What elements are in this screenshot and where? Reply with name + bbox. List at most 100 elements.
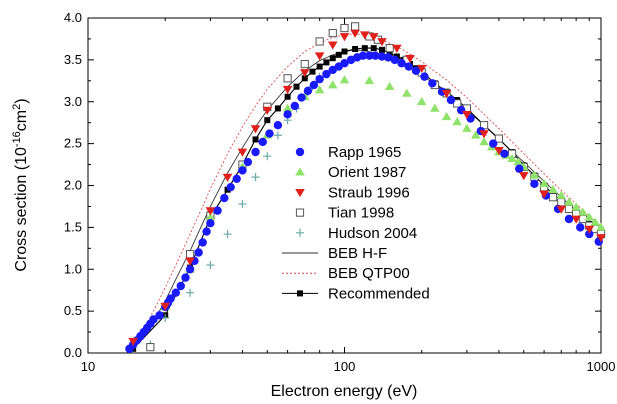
data-point — [361, 45, 368, 52]
data-point — [194, 248, 203, 257]
data-point — [301, 75, 308, 82]
tick-labels: 0.0 0.5 1.0 1.5 2.0 2.5 3.0 3.5 4.0 10 100 1000 — [64, 10, 616, 374]
legend-marker — [295, 189, 305, 198]
data-point — [290, 101, 299, 111]
data-point — [404, 62, 413, 71]
data-point — [411, 66, 421, 75]
data-point — [181, 273, 190, 282]
data-point — [284, 93, 291, 100]
x-axis-title: Electron energy (eV) — [271, 383, 418, 400]
data-point — [556, 190, 567, 199]
data-point — [515, 164, 524, 173]
y-tick-label-8: 4.0 — [64, 10, 82, 25]
data-point — [160, 302, 171, 311]
data-point — [489, 139, 498, 148]
y-tick-label-6: 3.0 — [64, 94, 82, 109]
y-tick-label-2: 1.0 — [64, 261, 82, 276]
data-point — [252, 136, 259, 143]
data-point — [571, 202, 581, 211]
legend-item-straub-1996: Straub 1996 — [295, 184, 410, 201]
y-axis-title-exp1: -16 — [11, 131, 23, 147]
data-point — [186, 288, 195, 297]
data-point — [299, 69, 310, 78]
data-point — [365, 51, 374, 60]
data-point — [149, 315, 158, 324]
y-axis-title-prefix: Cross section (10 — [13, 147, 30, 272]
data-point — [479, 130, 489, 139]
data-point — [385, 44, 394, 53]
data-point — [341, 48, 348, 55]
data-point — [237, 148, 248, 157]
data-point — [370, 45, 377, 52]
data-point — [283, 110, 292, 119]
data-point — [462, 123, 472, 132]
data-point — [316, 63, 323, 70]
data-point — [282, 85, 293, 94]
data-point — [315, 37, 324, 46]
data-point — [251, 173, 260, 182]
data-point — [507, 153, 517, 163]
data-point — [584, 225, 595, 234]
data-point — [564, 204, 574, 214]
data-point — [223, 230, 232, 239]
data-point — [578, 207, 588, 216]
data-point — [265, 129, 274, 138]
y-tick-label-0: 0.0 — [64, 345, 82, 360]
data-point — [397, 59, 406, 68]
data-point — [273, 121, 283, 130]
data-point — [206, 261, 215, 270]
data-point — [238, 166, 247, 175]
data-point — [220, 193, 229, 203]
data-point — [494, 134, 504, 143]
data-point — [273, 131, 282, 140]
series-line — [132, 47, 602, 350]
data-point — [405, 54, 415, 63]
y-tick-label-7: 3.5 — [64, 52, 82, 67]
data-point — [351, 22, 360, 31]
data-point — [335, 51, 342, 58]
data-point — [303, 86, 313, 96]
legend-label: Orient 1987 — [328, 164, 406, 181]
data-point — [340, 59, 349, 68]
data-point — [146, 343, 155, 352]
series-layer — [125, 22, 606, 354]
data-point — [243, 157, 253, 167]
data-point — [416, 64, 427, 74]
data-point — [264, 117, 271, 124]
data-point — [539, 179, 549, 188]
data-point — [263, 152, 272, 161]
legend-item-tian-1998: Tian 1998 — [295, 205, 394, 222]
data-point — [530, 179, 539, 189]
data-point — [453, 99, 462, 108]
data-point — [360, 31, 370, 40]
legend-label: Recommended — [328, 285, 430, 302]
data-point — [392, 44, 402, 53]
data-point — [368, 33, 379, 42]
data-point — [213, 206, 222, 215]
data-point — [377, 38, 387, 47]
y-tick-label-1: 0.5 — [64, 303, 82, 318]
series-beb-qtp00 — [129, 33, 602, 354]
data-point — [322, 69, 331, 79]
data-point — [596, 222, 606, 231]
data-point — [462, 110, 472, 120]
data-point — [309, 68, 316, 75]
data-point — [378, 46, 385, 53]
y-tick-label-3: 1.5 — [64, 219, 82, 234]
data-point — [596, 234, 606, 243]
data-point — [222, 173, 233, 182]
legend-item-hudson-2004: Hudson 2004 — [296, 225, 417, 242]
series-line — [129, 33, 602, 354]
data-point — [176, 281, 185, 291]
data-point — [452, 117, 462, 126]
data-point — [352, 45, 359, 52]
data-point — [262, 106, 273, 115]
data-point — [420, 72, 429, 81]
data-point — [518, 172, 529, 181]
legend-label: BEB H-F — [328, 245, 387, 262]
data-point — [377, 52, 387, 61]
y-tick-label-5: 2.5 — [64, 136, 82, 151]
data-point — [390, 55, 399, 65]
data-point — [364, 76, 375, 85]
data-point — [500, 149, 509, 158]
